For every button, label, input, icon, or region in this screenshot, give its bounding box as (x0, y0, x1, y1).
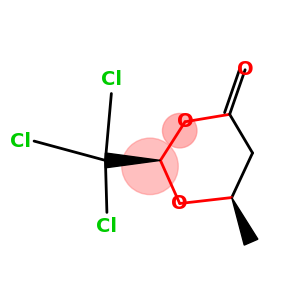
Circle shape (122, 138, 178, 195)
Text: O: O (177, 112, 194, 131)
Text: Cl: Cl (101, 70, 122, 89)
Polygon shape (105, 153, 160, 168)
Text: Cl: Cl (10, 132, 31, 151)
Text: Cl: Cl (96, 217, 117, 236)
Text: O: O (237, 60, 254, 79)
Text: O: O (171, 194, 188, 213)
Polygon shape (232, 198, 258, 245)
Circle shape (163, 113, 197, 148)
